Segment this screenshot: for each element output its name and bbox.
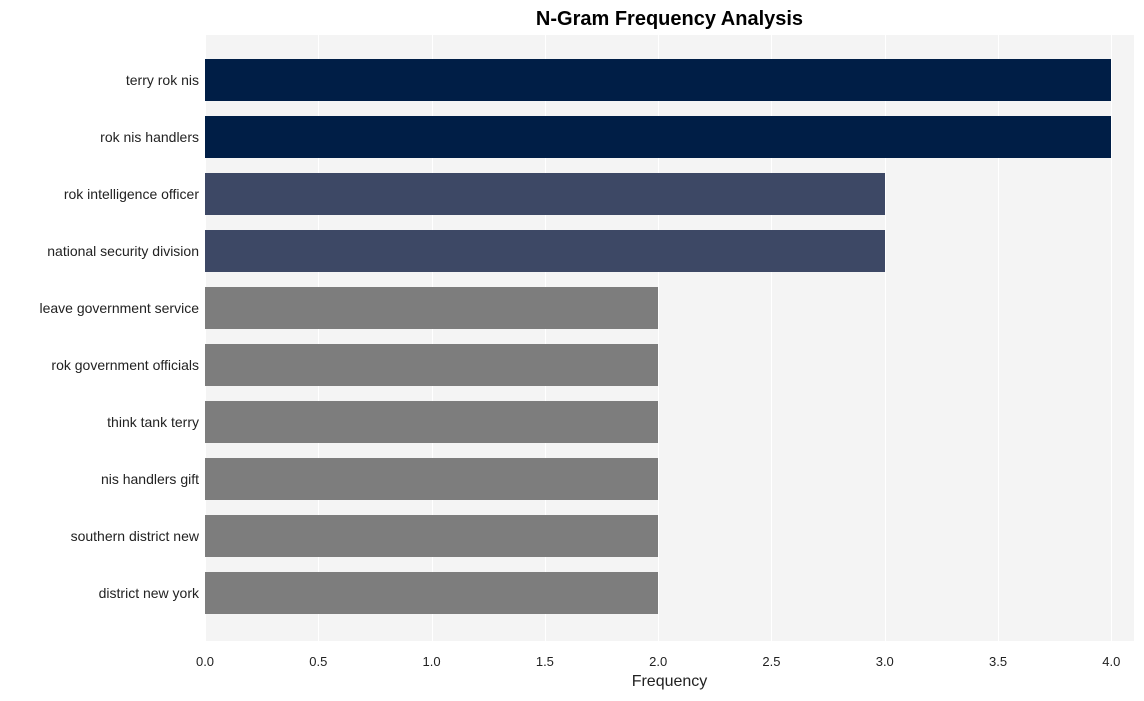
bar <box>205 230 885 272</box>
y-category-label: southern district new <box>71 529 199 543</box>
bar <box>205 344 658 386</box>
x-tick-label: 1.0 <box>423 654 441 669</box>
x-tick-label: 0.5 <box>309 654 327 669</box>
bar <box>205 59 1111 101</box>
x-tick-label: 3.5 <box>989 654 1007 669</box>
y-category-label: think tank terry <box>107 415 199 429</box>
bar <box>205 287 658 329</box>
bar <box>205 116 1111 158</box>
bar <box>205 401 658 443</box>
x-tick-label: 1.5 <box>536 654 554 669</box>
y-category-label: terry rok nis <box>126 73 199 87</box>
y-category-label: rok government officials <box>51 358 199 372</box>
x-tick-label: 2.0 <box>649 654 667 669</box>
plot-area <box>205 35 1134 641</box>
bar <box>205 572 658 614</box>
x-tick-label: 4.0 <box>1102 654 1120 669</box>
y-category-label: rok intelligence officer <box>64 187 199 201</box>
x-tick-label: 0.0 <box>196 654 214 669</box>
bar <box>205 458 658 500</box>
y-category-label: rok nis handlers <box>100 130 199 144</box>
x-tick-label: 2.5 <box>762 654 780 669</box>
y-category-label: nis handlers gift <box>101 472 199 486</box>
bar <box>205 173 885 215</box>
bar <box>205 515 658 557</box>
grid-line <box>1111 35 1112 641</box>
y-category-label: leave government service <box>39 301 199 315</box>
x-tick-label: 3.0 <box>876 654 894 669</box>
y-category-label: national security division <box>47 244 199 258</box>
chart-container: N-Gram Frequency Analysis Frequency 0.0 0… <box>0 0 1144 701</box>
x-axis-label: Frequency <box>205 673 1134 691</box>
y-category-label: district new york <box>99 586 199 600</box>
chart-title: N-Gram Frequency Analysis <box>205 8 1134 31</box>
